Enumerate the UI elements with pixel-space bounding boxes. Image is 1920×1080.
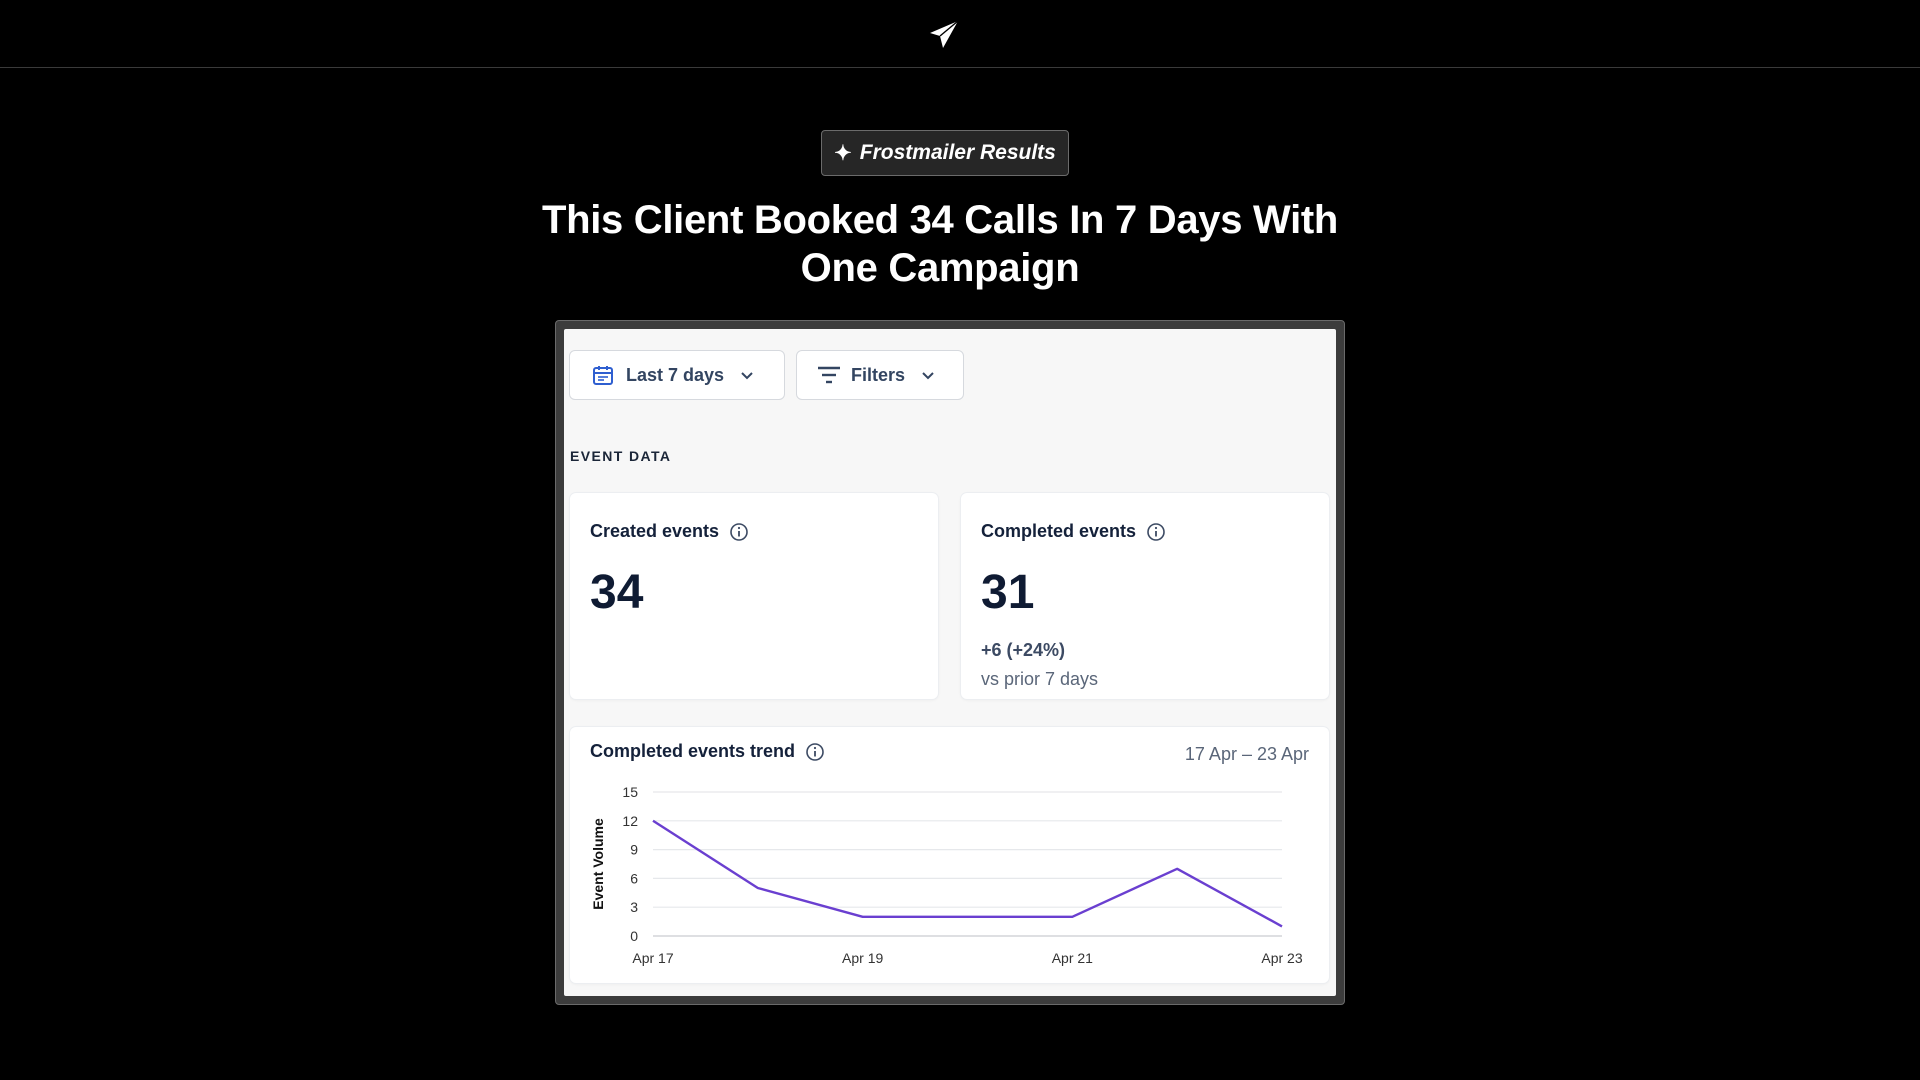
chevron-down-icon xyxy=(741,372,753,380)
completed-events-title: Completed events xyxy=(981,521,1137,541)
completed-events-card: Completed events 31 +6 (+24%) vs prior 7… xyxy=(961,493,1329,699)
trend-date-range: 17 Apr – 23 Apr xyxy=(1184,744,1309,764)
completed-events-value: 31 xyxy=(981,566,1035,619)
trend-title: Completed events trend xyxy=(590,741,796,761)
info-icon[interactable] xyxy=(729,522,749,542)
section-label: EVENT DATA xyxy=(570,448,672,464)
page-headline: This Client Booked 34 Calls In 7 Days Wi… xyxy=(420,196,1460,292)
completed-events-comparison: vs prior 7 days xyxy=(981,669,1099,689)
date-range-dropdown[interactable]: Last 7 days xyxy=(569,350,785,400)
info-icon[interactable] xyxy=(805,742,825,762)
y-tick-label: 6 xyxy=(630,870,638,886)
screenshot-frame: Last 7 days Filters EVENT DATA Created e… xyxy=(555,320,1345,1005)
filters-label: Filters xyxy=(851,364,906,385)
created-events-title-row: Created events xyxy=(590,521,749,542)
filters-dropdown[interactable]: Filters xyxy=(796,350,964,400)
top-bar xyxy=(0,0,1920,68)
completed-events-title-row: Completed events xyxy=(981,521,1166,542)
y-tick-label: 3 xyxy=(630,899,638,915)
y-tick-label: 12 xyxy=(622,813,638,829)
series-line xyxy=(652,819,1283,928)
y-tick-label: 0 xyxy=(630,928,638,944)
y-tick-label: 9 xyxy=(630,842,638,858)
headline-line-1: This Client Booked 34 Calls In 7 Days Wi… xyxy=(541,198,1339,242)
x-tick-label: Apr 23 xyxy=(1261,950,1302,966)
paper-plane-icon[interactable] xyxy=(928,20,960,50)
calendar-icon xyxy=(593,366,613,385)
dashboard-panel: Last 7 days Filters EVENT DATA Created e… xyxy=(564,329,1336,996)
sparkle-icon: ✦ xyxy=(834,141,852,165)
x-tick-label: Apr 17 xyxy=(632,950,673,966)
x-tick-label: Apr 19 xyxy=(842,950,883,966)
created-events-card: Created events 34 xyxy=(570,493,938,699)
created-events-title: Created events xyxy=(590,521,720,541)
headline-line-2: One Campaign xyxy=(800,246,1080,290)
badge-label: Frostmailer Results xyxy=(859,141,1056,164)
chevron-down-icon xyxy=(922,372,934,380)
trend-line-chart: 0 3 6 9 12 15 Apr 17 Apr 19 Apr 21 Apr 23 Event Vo… xyxy=(590,784,1303,966)
trend-card: Completed events trend 17 Apr – 23 Apr 0… xyxy=(570,727,1329,983)
y-tick-label: 15 xyxy=(622,784,638,800)
results-badge: ✦ Frostmailer Results xyxy=(821,130,1069,176)
completed-events-delta: +6 (+24%) xyxy=(981,640,1066,660)
x-tick-label: Apr 21 xyxy=(1052,950,1093,966)
info-icon[interactable] xyxy=(1146,522,1166,542)
date-range-label: Last 7 days xyxy=(626,364,725,385)
trend-title-row: Completed events trend xyxy=(590,741,825,762)
y-axis-label: Event Volume xyxy=(590,818,606,910)
filter-icon xyxy=(818,366,840,384)
created-events-value: 34 xyxy=(590,566,644,619)
